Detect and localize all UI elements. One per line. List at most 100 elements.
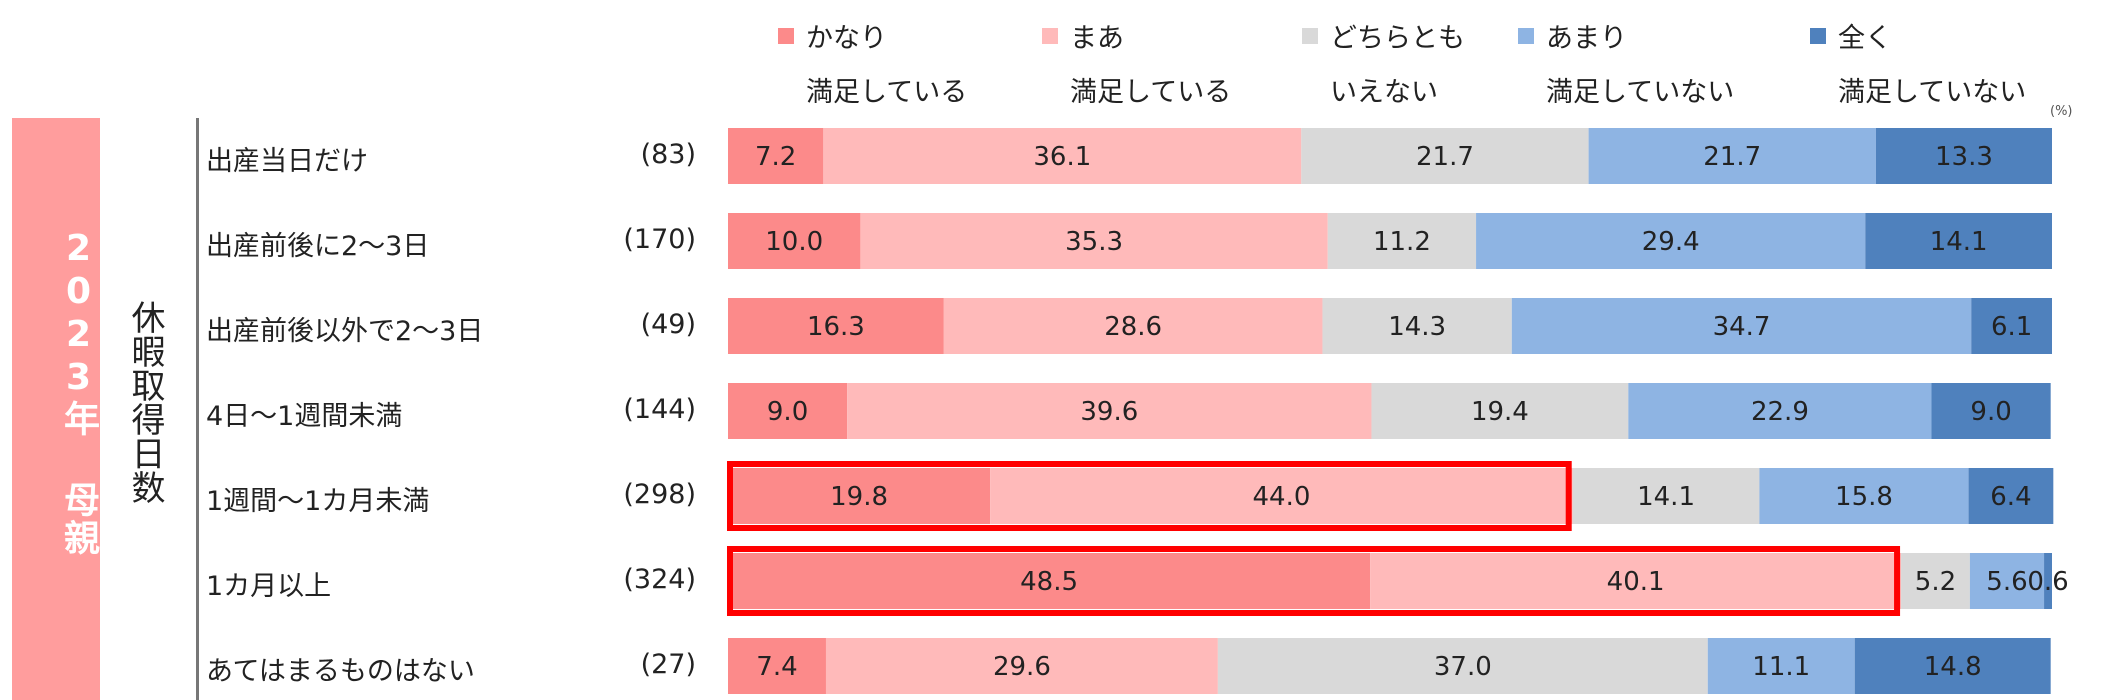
data-label-5-2: 5.2 — [1915, 567, 1956, 597]
category-label-6: あてはまるものはない — [206, 656, 475, 687]
legend-swatch-3 — [1518, 28, 1534, 44]
data-label-0-1: 36.1 — [1033, 142, 1091, 172]
category-label-4: 1週間～1カ月未満 — [206, 486, 430, 517]
bar-segment-4-0 — [728, 468, 991, 524]
bar-segment-6-3 — [1707, 638, 1855, 694]
data-label-6-3: 11.1 — [1752, 652, 1810, 682]
data-label-5-4: 0.6 — [2027, 567, 2068, 597]
data-label-3-1: 39.6 — [1080, 397, 1138, 427]
bar-segment-3-4 — [1931, 383, 2051, 439]
bar-segment-4-1 — [990, 468, 1573, 524]
sample-size-0: (83) — [640, 139, 696, 170]
bar-segment-3-2 — [1371, 383, 1629, 439]
bar-segment-2-2 — [1322, 298, 1512, 354]
category-label-0: 出産当日だけ — [206, 146, 368, 177]
data-label-5-3: 5.6 — [1986, 567, 2027, 597]
data-label-5-1: 40.1 — [1607, 567, 1665, 597]
bar-segment-0-4 — [1875, 128, 2052, 184]
sample-size-2: (49) — [640, 309, 696, 340]
bar-segment-5-1 — [1370, 553, 1902, 609]
bar-segment-1-0 — [728, 213, 861, 269]
data-label-2-0: 16.3 — [807, 312, 865, 342]
category-label-2: 出産前後以外で2～3日 — [206, 316, 484, 347]
data-label-6-2: 37.0 — [1434, 652, 1492, 682]
data-label-0-2: 21.7 — [1416, 142, 1474, 172]
sample-size-4: (298) — [623, 479, 696, 510]
bar-segment-6-2 — [1217, 638, 1708, 694]
bar-segment-0-0 — [728, 128, 824, 184]
data-label-4-0: 19.8 — [830, 482, 888, 512]
data-label-4-2: 14.1 — [1637, 482, 1695, 512]
data-label-3-2: 19.4 — [1471, 397, 1529, 427]
data-label-3-3: 22.9 — [1751, 397, 1809, 427]
bar-segment-1-2 — [1327, 213, 1477, 269]
data-label-0-0: 7.2 — [755, 142, 796, 172]
data-label-0-3: 21.7 — [1703, 142, 1761, 172]
highlight-box-1 — [727, 546, 1901, 616]
legend-label-3: あまり 満足していない — [1546, 23, 1735, 108]
bar-segment-1-1 — [860, 213, 1328, 269]
data-label-3-0: 9.0 — [767, 397, 808, 427]
bar-segment-6-1 — [825, 638, 1218, 694]
data-label-2-3: 34.7 — [1713, 312, 1771, 342]
data-label-4-4: 6.4 — [1990, 482, 2031, 512]
axis-divider — [196, 118, 199, 700]
legend-label-1: まあ 満足している — [1070, 23, 1232, 108]
sample-size-3: (144) — [623, 394, 696, 425]
bar-segment-2-0 — [728, 298, 944, 354]
data-label-6-0: 7.4 — [756, 652, 797, 682]
bar-segment-3-3 — [1628, 383, 1932, 439]
data-label-6-4: 14.8 — [1924, 652, 1982, 682]
bar-segment-5-3 — [1969, 553, 2045, 609]
legend-label-2: どちらとも いえない — [1330, 23, 1465, 108]
bar-segment-4-3 — [1759, 468, 1969, 524]
bar-segment-2-3 — [1511, 298, 1972, 354]
bar-segment-1-3 — [1476, 213, 1866, 269]
category-label-5: 1カ月以上 — [206, 571, 332, 602]
bar-segment-2-1 — [943, 298, 1323, 354]
year-band: 2023年 母親 — [12, 118, 100, 700]
data-label-6-1: 29.6 — [993, 652, 1051, 682]
bar-segment-0-1 — [823, 128, 1302, 184]
group-label: 休暇取得日数 — [125, 300, 165, 504]
sample-size-1: (170) — [623, 224, 696, 255]
legend-swatch-2 — [1302, 28, 1318, 44]
data-label-4-3: 15.8 — [1835, 482, 1893, 512]
bar-segment-3-0 — [728, 383, 848, 439]
bar-segment-4-4 — [1968, 468, 2054, 524]
legend-swatch-1 — [1042, 28, 1058, 44]
data-label-4-1: 44.0 — [1252, 482, 1310, 512]
sample-size-6: (27) — [640, 649, 696, 680]
bar-segment-0-3 — [1588, 128, 1876, 184]
bar-segment-3-1 — [847, 383, 1372, 439]
data-label-1-1: 35.3 — [1065, 227, 1123, 257]
legend-label-4: 全く 満足していない — [1838, 23, 2027, 108]
bar-segment-2-4 — [1971, 298, 2052, 354]
category-label-1: 出産前後に2～3日 — [206, 231, 430, 262]
data-label-1-0: 10.0 — [765, 227, 823, 257]
bar-segment-6-4 — [1854, 638, 2051, 694]
sample-size-5: (324) — [623, 564, 696, 595]
data-label-5-0: 48.5 — [1020, 567, 1078, 597]
data-label-1-2: 11.2 — [1373, 227, 1431, 257]
bar-segment-1-4 — [1865, 213, 2052, 269]
highlight-box-0 — [727, 461, 1572, 531]
bar-segment-5-0 — [728, 553, 1371, 609]
data-label-2-1: 28.6 — [1104, 312, 1162, 342]
category-label-3: 4日～1週間未満 — [206, 401, 403, 432]
year-label: 2023年 母親 — [58, 228, 99, 557]
legend-swatch-0 — [778, 28, 794, 44]
data-label-0-4: 13.3 — [1935, 142, 1993, 172]
data-label-3-4: 9.0 — [1970, 397, 2011, 427]
data-label-1-4: 14.1 — [1930, 227, 1988, 257]
data-label-1-3: 29.4 — [1642, 227, 1700, 257]
bar-segment-4-2 — [1572, 468, 1760, 524]
legend-label-0: かなり 満足している — [806, 23, 968, 108]
data-label-2-4: 6.1 — [1991, 312, 2032, 342]
bar-segment-5-2 — [1901, 553, 1970, 609]
bar-segment-5-4 — [2044, 553, 2052, 609]
legend-swatch-4 — [1810, 28, 1826, 44]
bar-segment-6-0 — [728, 638, 826, 694]
data-label-2-2: 14.3 — [1388, 312, 1446, 342]
